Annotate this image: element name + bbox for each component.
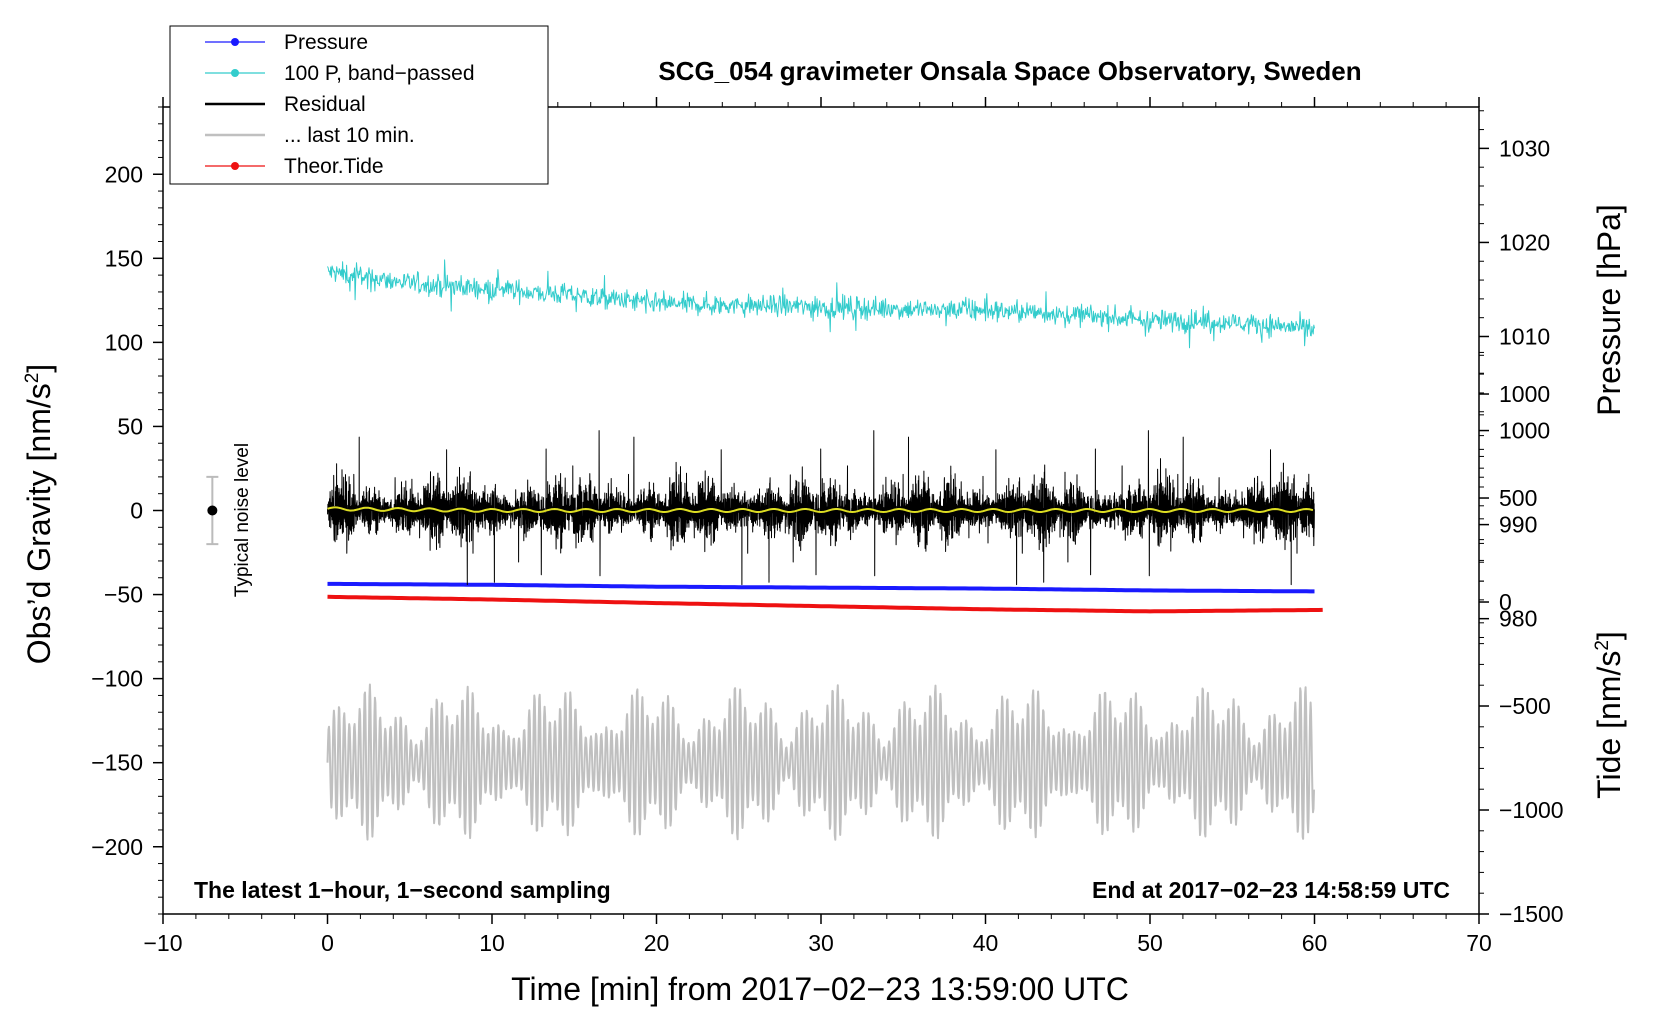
- y-axis-label-pressure: Pressure [hPa]: [1591, 204, 1627, 416]
- y-left-tick-label: 100: [105, 329, 143, 355]
- y-axis-label-left-text: Obs’d Gravity [nm/s: [21, 383, 57, 664]
- legend-label: Residual: [284, 93, 366, 116]
- y-pressure-tick-label: 1000: [1499, 418, 1550, 444]
- series-line-100-p-band-passed: [327, 259, 1315, 349]
- y-left-tick-label: 0: [130, 498, 143, 524]
- series-layer: [326, 259, 1323, 841]
- y-left-tick-label: 200: [105, 161, 143, 187]
- x-tick-label: −10: [143, 930, 182, 956]
- y-axis-label-tide-sup: 2: [1592, 640, 1613, 651]
- y-tide-tick-label: −1000: [1499, 797, 1564, 823]
- y-axis-label-tide-text: Tide [nm/s: [1591, 651, 1627, 799]
- y-left-tick-label: 150: [105, 245, 143, 271]
- x-axis-label: Time [min] from 2017−02−23 13:59:00 UTC: [511, 971, 1129, 1007]
- legend-marker: [231, 38, 239, 46]
- y-tide-tick-label: 500: [1499, 485, 1537, 511]
- legend-marker: [231, 69, 239, 77]
- x-tick-label: 60: [1302, 930, 1328, 956]
- y-pressure-tick-label: 980: [1499, 606, 1537, 632]
- y-pressure-tick-label: 1010: [1499, 323, 1550, 349]
- noise-label: Typical noise level: [232, 443, 253, 597]
- y-left-tick-label: −200: [91, 834, 143, 860]
- y-left-tick-label: −50: [104, 582, 143, 608]
- y-axis-label-tide: Tide [nm/s2]: [1591, 631, 1627, 799]
- y-pressure-tick-label: 1030: [1499, 135, 1550, 161]
- series-line-residual: [327, 430, 1315, 586]
- legend-items: Pressure 100 P, band−passed Residual ... la…: [205, 31, 475, 178]
- x-tick-label: 30: [808, 930, 834, 956]
- y-axis-label-left: Obs’d Gravity [nm/s2]: [21, 364, 57, 664]
- y-axis-label-left-sup: 2: [22, 373, 43, 384]
- y-tide-tick-label: −500: [1499, 693, 1551, 719]
- y-left-tick-label: −100: [91, 666, 143, 692]
- legend-label: 100 P, band−passed: [284, 62, 475, 85]
- footer-right: End at 2017−02−23 14:58:59 UTC: [1092, 877, 1450, 903]
- y-left-tick-label: −150: [91, 750, 143, 776]
- y-pressure-tick-label: 1020: [1499, 229, 1550, 255]
- x-tick-label: 0: [321, 930, 334, 956]
- noise-indicator: Typical noise level: [206, 443, 253, 597]
- footer-left: The latest 1−hour, 1−second sampling: [194, 877, 611, 903]
- x-tick-label: 40: [973, 930, 999, 956]
- x-tick-label: 50: [1137, 930, 1163, 956]
- series-line--last-10-min-: [326, 683, 1315, 841]
- noise-bar-dot: [207, 505, 218, 516]
- y-tide-tick-label: −1500: [1499, 901, 1564, 927]
- series-line-pressure: [327, 581, 1315, 594]
- y-axis-label-tide-close: ]: [1591, 631, 1627, 640]
- legend-label: ... last 10 min.: [284, 124, 415, 147]
- x-tick-label: 10: [479, 930, 505, 956]
- legend-label: Pressure: [284, 31, 368, 54]
- noise-bar: [206, 475, 219, 546]
- x-tick-label: 20: [644, 930, 670, 956]
- x-tick-label: 70: [1466, 930, 1492, 956]
- series-line-residual-smoothed: [327, 506, 1314, 513]
- y-axis-label-left-close: ]: [21, 364, 57, 373]
- legend-marker: [231, 162, 239, 170]
- legend-label: Theor.Tide: [284, 155, 384, 178]
- y-tide-tick-label: 0: [1499, 589, 1512, 615]
- series-line-theor-tide: [327, 594, 1323, 614]
- y-pressure-tick-label: 990: [1499, 512, 1537, 538]
- chart-title: SCG_054 gravimeter Onsala Space Observat…: [658, 56, 1361, 86]
- y-tide-tick-label: 1000: [1499, 381, 1550, 407]
- legend: Pressure 100 P, band−passed Residual ... la…: [169, 25, 549, 185]
- tick-layer: −10 0 10 20 30 40 50 60 70200150100500−50−100−15…: [91, 97, 1564, 956]
- y-left-tick-label: 50: [117, 413, 143, 439]
